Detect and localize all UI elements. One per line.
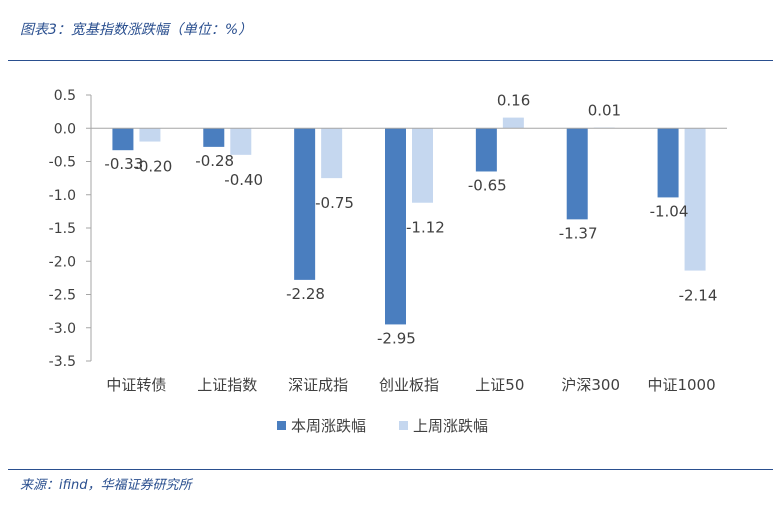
- bar-current-week: [385, 128, 406, 325]
- y-tick-label: -0.5: [49, 155, 76, 171]
- legend-label: 本周涨跌幅: [291, 417, 366, 435]
- data-labels: -0.33-0.20 -0.28-0.40 -2.28 -0.75 -2.95 -1.12…: [104, 92, 717, 348]
- source-divider: [8, 469, 773, 470]
- y-tick-label: 0.5: [54, 88, 76, 104]
- bar-previous-week: [684, 128, 706, 271]
- legend-label: 上周涨跌幅: [413, 417, 488, 435]
- data-label-previous-week: -2.14: [679, 287, 718, 305]
- bar-previous-week: [230, 128, 252, 155]
- data-label-current-week: -2.28: [286, 285, 325, 303]
- y-tick-label: -1.0: [49, 188, 76, 204]
- bar-previous-week: [139, 128, 161, 142]
- y-tick-label: -2.5: [49, 288, 76, 304]
- bar-current-week: [203, 128, 225, 147]
- y-tick-label: -1.5: [49, 221, 76, 237]
- bar-current-week: [566, 128, 588, 220]
- data-label-previous-week: -1.12: [406, 219, 445, 237]
- x-category-label: 沪深300: [561, 376, 620, 394]
- legend-swatch: [399, 421, 408, 430]
- bar-previous-week: [321, 128, 343, 179]
- data-label-previous-week: 0.01: [588, 102, 621, 120]
- y-axis-ticks: 0.5 0.0 -0.5 -1.0 -1.5 -2.0 -2.5 -3.0 -3.5: [49, 88, 91, 370]
- bar-series: [112, 117, 706, 325]
- data-label-previous-week: -0.40: [224, 171, 263, 189]
- y-tick-label: -2.0: [49, 254, 76, 270]
- legend-swatch: [277, 421, 286, 430]
- title-divider: [8, 60, 773, 61]
- legend: 本周涨跌幅 上周涨跌幅: [277, 417, 488, 435]
- bar-previous-week: [412, 128, 433, 203]
- x-category-label: 创业板指: [379, 376, 439, 394]
- bar-current-week: [112, 128, 134, 151]
- bar-current-week: [475, 128, 497, 172]
- bar-previous-week: [502, 117, 524, 129]
- bar-current-week: [657, 128, 679, 198]
- figure-source: 来源：ifind，华福证券研究所: [20, 478, 192, 493]
- y-tick-label: -3.5: [49, 354, 76, 370]
- x-axis-category-labels: 中证转债 上证指数 深证成指 创业板指 上证50 沪深300 中证1000: [106, 376, 715, 394]
- data-label-previous-week: -0.75: [315, 194, 354, 212]
- bar-current-week: [294, 128, 316, 280]
- data-label-previous-week: 0.16: [497, 92, 530, 110]
- data-label-current-week: -0.33: [104, 155, 143, 173]
- x-category-label: 上证50: [475, 376, 524, 394]
- data-label-current-week: -1.04: [650, 202, 689, 220]
- x-category-label: 中证1000: [647, 376, 715, 394]
- x-category-label: 上证指数: [197, 376, 257, 394]
- x-category-label: 中证转债: [106, 376, 166, 394]
- y-tick-label: -3.0: [49, 321, 76, 337]
- data-label-previous-week: -0.20: [133, 158, 172, 176]
- data-label-current-week: -1.37: [559, 224, 598, 242]
- figure-title: 图表3：宽基指数涨跌幅（单位：%）: [20, 22, 253, 38]
- y-tick-label: 0.0: [54, 121, 76, 137]
- data-label-current-week: -0.65: [468, 176, 507, 194]
- data-label-current-week: -2.95: [377, 329, 416, 347]
- x-category-label: 深证成指: [288, 376, 348, 394]
- bar-chart: 0.5 0.0 -0.5 -1.0 -1.5 -2.0 -2.5 -3.0 -3.5 -0.33…: [49, 88, 727, 435]
- data-label-current-week: -0.28: [195, 152, 234, 170]
